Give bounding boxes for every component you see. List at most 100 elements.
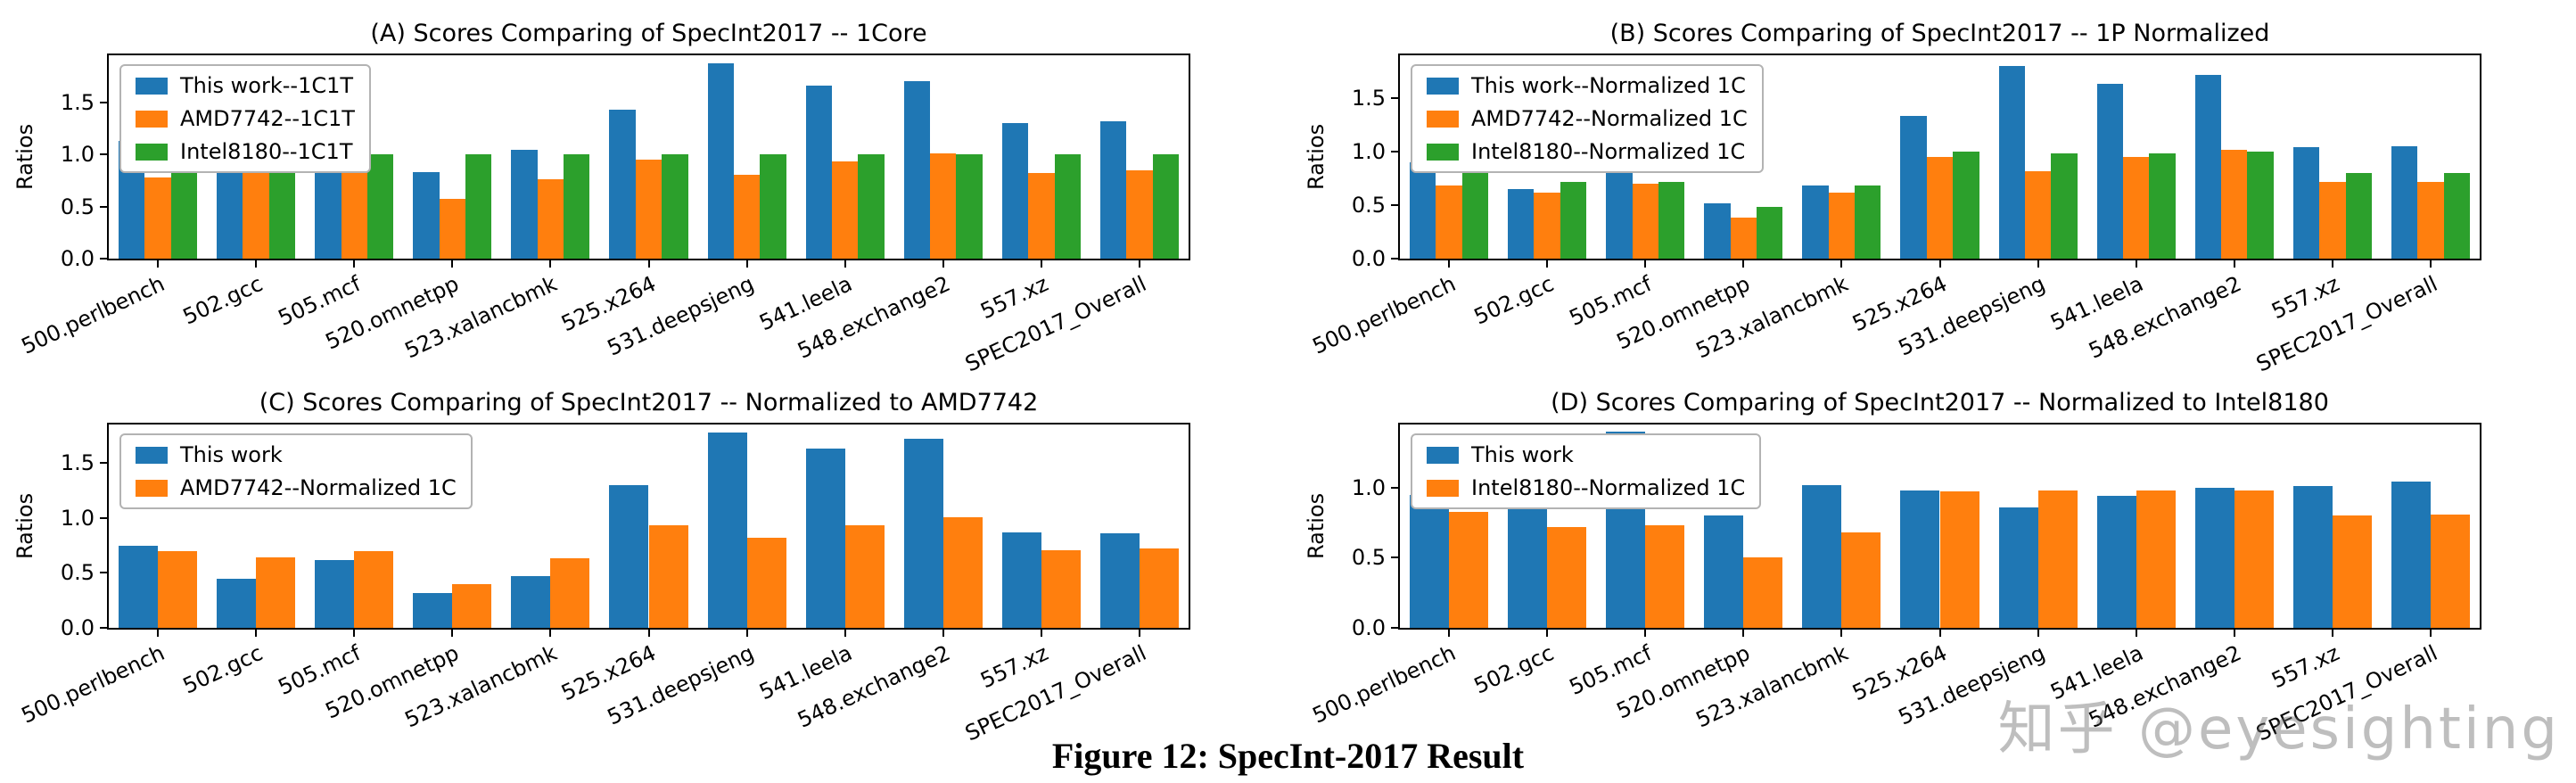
x-tick-mark [1040,259,1042,268]
bar [1802,484,1842,628]
legend: This work--Normalized 1C AMD7742--Normali… [1411,64,1764,173]
plot-area-d: (D) Scores Comparing of SpecInt2017 -- N… [1304,389,2481,746]
bar [2149,153,2176,259]
legend-item: This work [136,442,457,467]
bar [452,583,492,628]
bar [1841,532,1881,628]
bar [2194,74,2222,259]
bar [1508,487,1548,628]
y-tick-label: 0.5 [60,194,95,219]
x-tick-mark [1040,628,1042,637]
legend-label: Intel8180--Normalized 1C [1471,139,1746,164]
bar [707,63,734,259]
bar [930,152,957,259]
bar [2345,173,2372,259]
y-tick-mark [1391,97,1400,99]
bar [1730,218,1757,259]
legend: This work AMD7742--Normalized 1C [119,433,473,509]
bar [1041,549,1081,628]
y-axis-label-b: Ratios [1304,123,1329,191]
bar [2037,490,2078,628]
bar [1099,533,1140,628]
x-tick-mark [1742,259,1745,268]
bar [635,159,663,259]
x-tick-mark [1138,628,1140,637]
bar [1998,507,2038,628]
x-tick-mark [844,628,846,637]
bar [1139,548,1179,628]
bar [1704,515,1744,628]
legend-swatch [1427,77,1459,95]
bar [648,525,688,628]
x-tick-mark [1742,628,1745,637]
x-tick-mark [2233,628,2235,637]
y-tick-mark [1391,204,1400,206]
bar [2443,173,2470,259]
bar [366,154,394,259]
bar [2096,496,2136,628]
x-tick-mark [1938,628,1941,637]
x-tick-mark [1644,259,1647,268]
bar [439,199,465,259]
bar [158,550,198,628]
bar [1028,173,1055,259]
bar [1508,189,1535,259]
y-tick-mark [100,516,109,519]
x-tick-mark [1448,628,1451,637]
bar [1410,494,1450,628]
y-tick-label: 1.5 [60,89,95,115]
legend-label: This work [180,442,283,467]
bar [413,171,440,259]
bar [511,576,551,628]
bar [2391,482,2431,628]
x-tick-mark [1840,259,1843,268]
y-tick-mark [1391,486,1400,489]
x-tick-mark [2037,628,2039,637]
chart-title-d: (D) Scores Comparing of SpecInt2017 -- N… [1551,389,2329,416]
bar [1449,511,1489,628]
x-tick-mark [1138,259,1140,268]
legend-label: AMD7742--1C1T [180,106,355,131]
x-tick-mark [745,628,748,637]
bar [1632,184,1658,259]
x-tick-mark [745,259,748,268]
y-tick-mark [100,572,109,574]
legend-label: This work--Normalized 1C [1471,73,1746,98]
bar [609,484,649,628]
bar [903,81,931,259]
y-tick-label: 0.0 [60,615,95,640]
x-tick-mark [353,259,356,268]
x-tick-mark [2429,628,2432,637]
bar [2136,490,2176,628]
legend-item: This work--Normalized 1C [1427,73,1748,98]
y-tick-mark [100,627,109,629]
x-tick-mark [1938,259,1941,268]
bar [1658,181,1685,259]
x-tick-mark [157,628,160,637]
y-tick-label: 1.0 [1351,474,1386,500]
bar [2221,149,2248,259]
bar [1900,116,1927,259]
x-tick-mark [1546,628,1549,637]
y-tick-mark [1391,151,1400,152]
plot-area-b: (B) Scores Comparing of SpecInt2017 -- 1… [1304,20,2481,377]
legend-swatch [136,110,168,128]
bar [858,154,885,259]
legend-item: This work--1C1T [136,73,355,98]
y-axis-label-c: Ratios [12,492,37,560]
bar [942,516,983,628]
watermark: 知乎 @eyesighting [1997,696,2560,762]
y-tick-label: 1.0 [1351,139,1386,164]
y-tick-mark [1391,258,1400,260]
bar [2332,515,2372,628]
bar [413,592,453,628]
bar [844,525,885,628]
bar [1645,525,1685,628]
legend-swatch [136,143,168,161]
bar [1743,557,1783,628]
bar [1152,154,1179,259]
y-tick-mark [100,258,109,260]
bar [2391,146,2418,259]
legend-swatch [1427,479,1459,497]
bar [2051,153,2078,259]
